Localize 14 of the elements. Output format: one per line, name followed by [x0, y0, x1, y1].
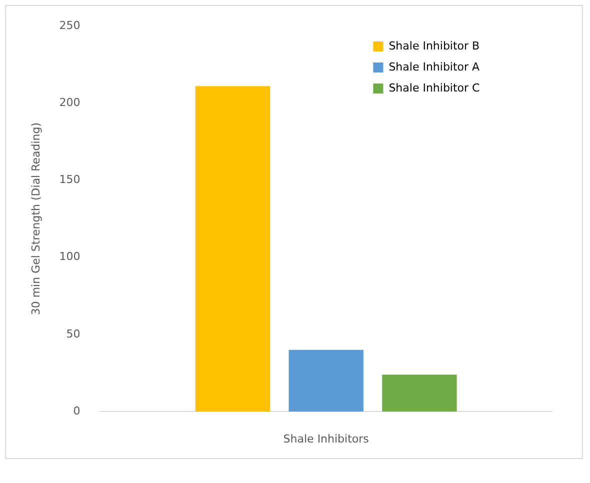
y-tick-label: 200 [59, 96, 80, 109]
y-tick-label: 250 [59, 18, 80, 32]
legend-label: Shale Inhibitor C [388, 81, 480, 94]
y-tick-label: 0 [73, 404, 80, 418]
x-axis-title: Shale Inhibitors [283, 432, 370, 446]
y-tick-label: 100 [59, 250, 80, 264]
legend-label: Shale Inhibitor A [388, 60, 480, 74]
y-tick-label: 50 [66, 327, 80, 340]
bar [195, 86, 270, 412]
legend-label: Shale Inhibitor B [388, 39, 480, 52]
y-tick-label: 150 [59, 173, 80, 186]
bar [382, 374, 457, 412]
y-axis-title: 30 min Gel Strength (Dial Reading) [29, 122, 42, 316]
bar [288, 350, 364, 412]
